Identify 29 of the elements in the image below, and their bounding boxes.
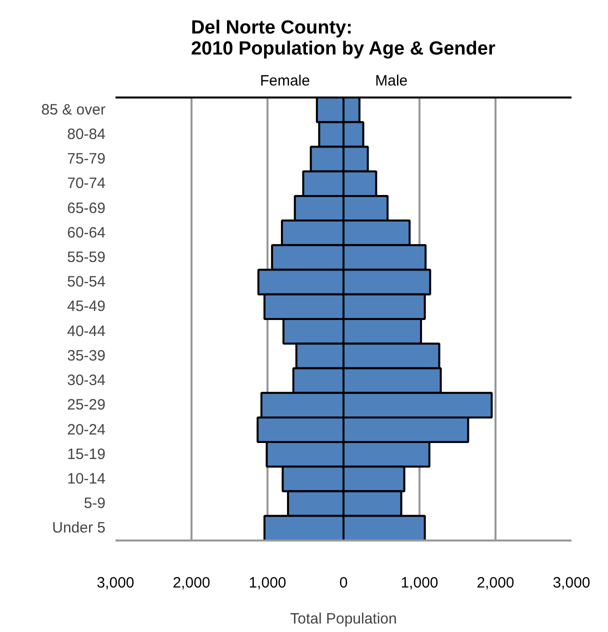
- y-tick-label: 40-44: [67, 322, 106, 340]
- x-tick-label: 2,000: [172, 574, 210, 592]
- x-axis-title: Total Population: [290, 610, 397, 628]
- series-label: Female: [260, 72, 310, 90]
- y-tick-label: 10-14: [67, 470, 106, 488]
- x-tick-label: 3,000: [96, 574, 134, 592]
- x-tick-label: 3,000: [552, 574, 590, 592]
- y-tick-label: 75-79: [67, 150, 106, 168]
- y-tick-label: 15-19: [67, 446, 106, 463]
- x-tick-label: 1,000: [400, 574, 438, 592]
- x-tick-label: 2,000: [476, 574, 514, 592]
- x-tick-label: 1,000: [248, 574, 286, 592]
- y-tick-label: 20-24: [67, 421, 106, 438]
- y-tick-label: 65-69: [67, 200, 106, 217]
- y-tick-label: 80-84: [67, 126, 106, 143]
- y-tick-label: 60-64: [67, 224, 106, 242]
- series-label: Male: [375, 72, 408, 90]
- y-tick-label: 85 & over: [41, 101, 106, 118]
- y-tick-label: 5-9: [84, 495, 106, 512]
- y-tick-label: 25-29: [67, 396, 106, 414]
- y-tick-label: 45-49: [67, 298, 106, 316]
- y-tick-label: 55-59: [67, 248, 106, 266]
- y-tick-label: 70-74: [67, 175, 106, 192]
- y-tick-label: 50-54: [67, 274, 106, 291]
- y-tick-label: 35-39: [67, 347, 106, 364]
- y-tick-label: Under 5: [52, 520, 106, 537]
- x-tick-label: 0: [339, 574, 348, 592]
- y-tick-label: 30-34: [67, 372, 106, 390]
- chart-title: Del Norte County: 2010 Population by Age & Gender: [190, 18, 496, 60]
